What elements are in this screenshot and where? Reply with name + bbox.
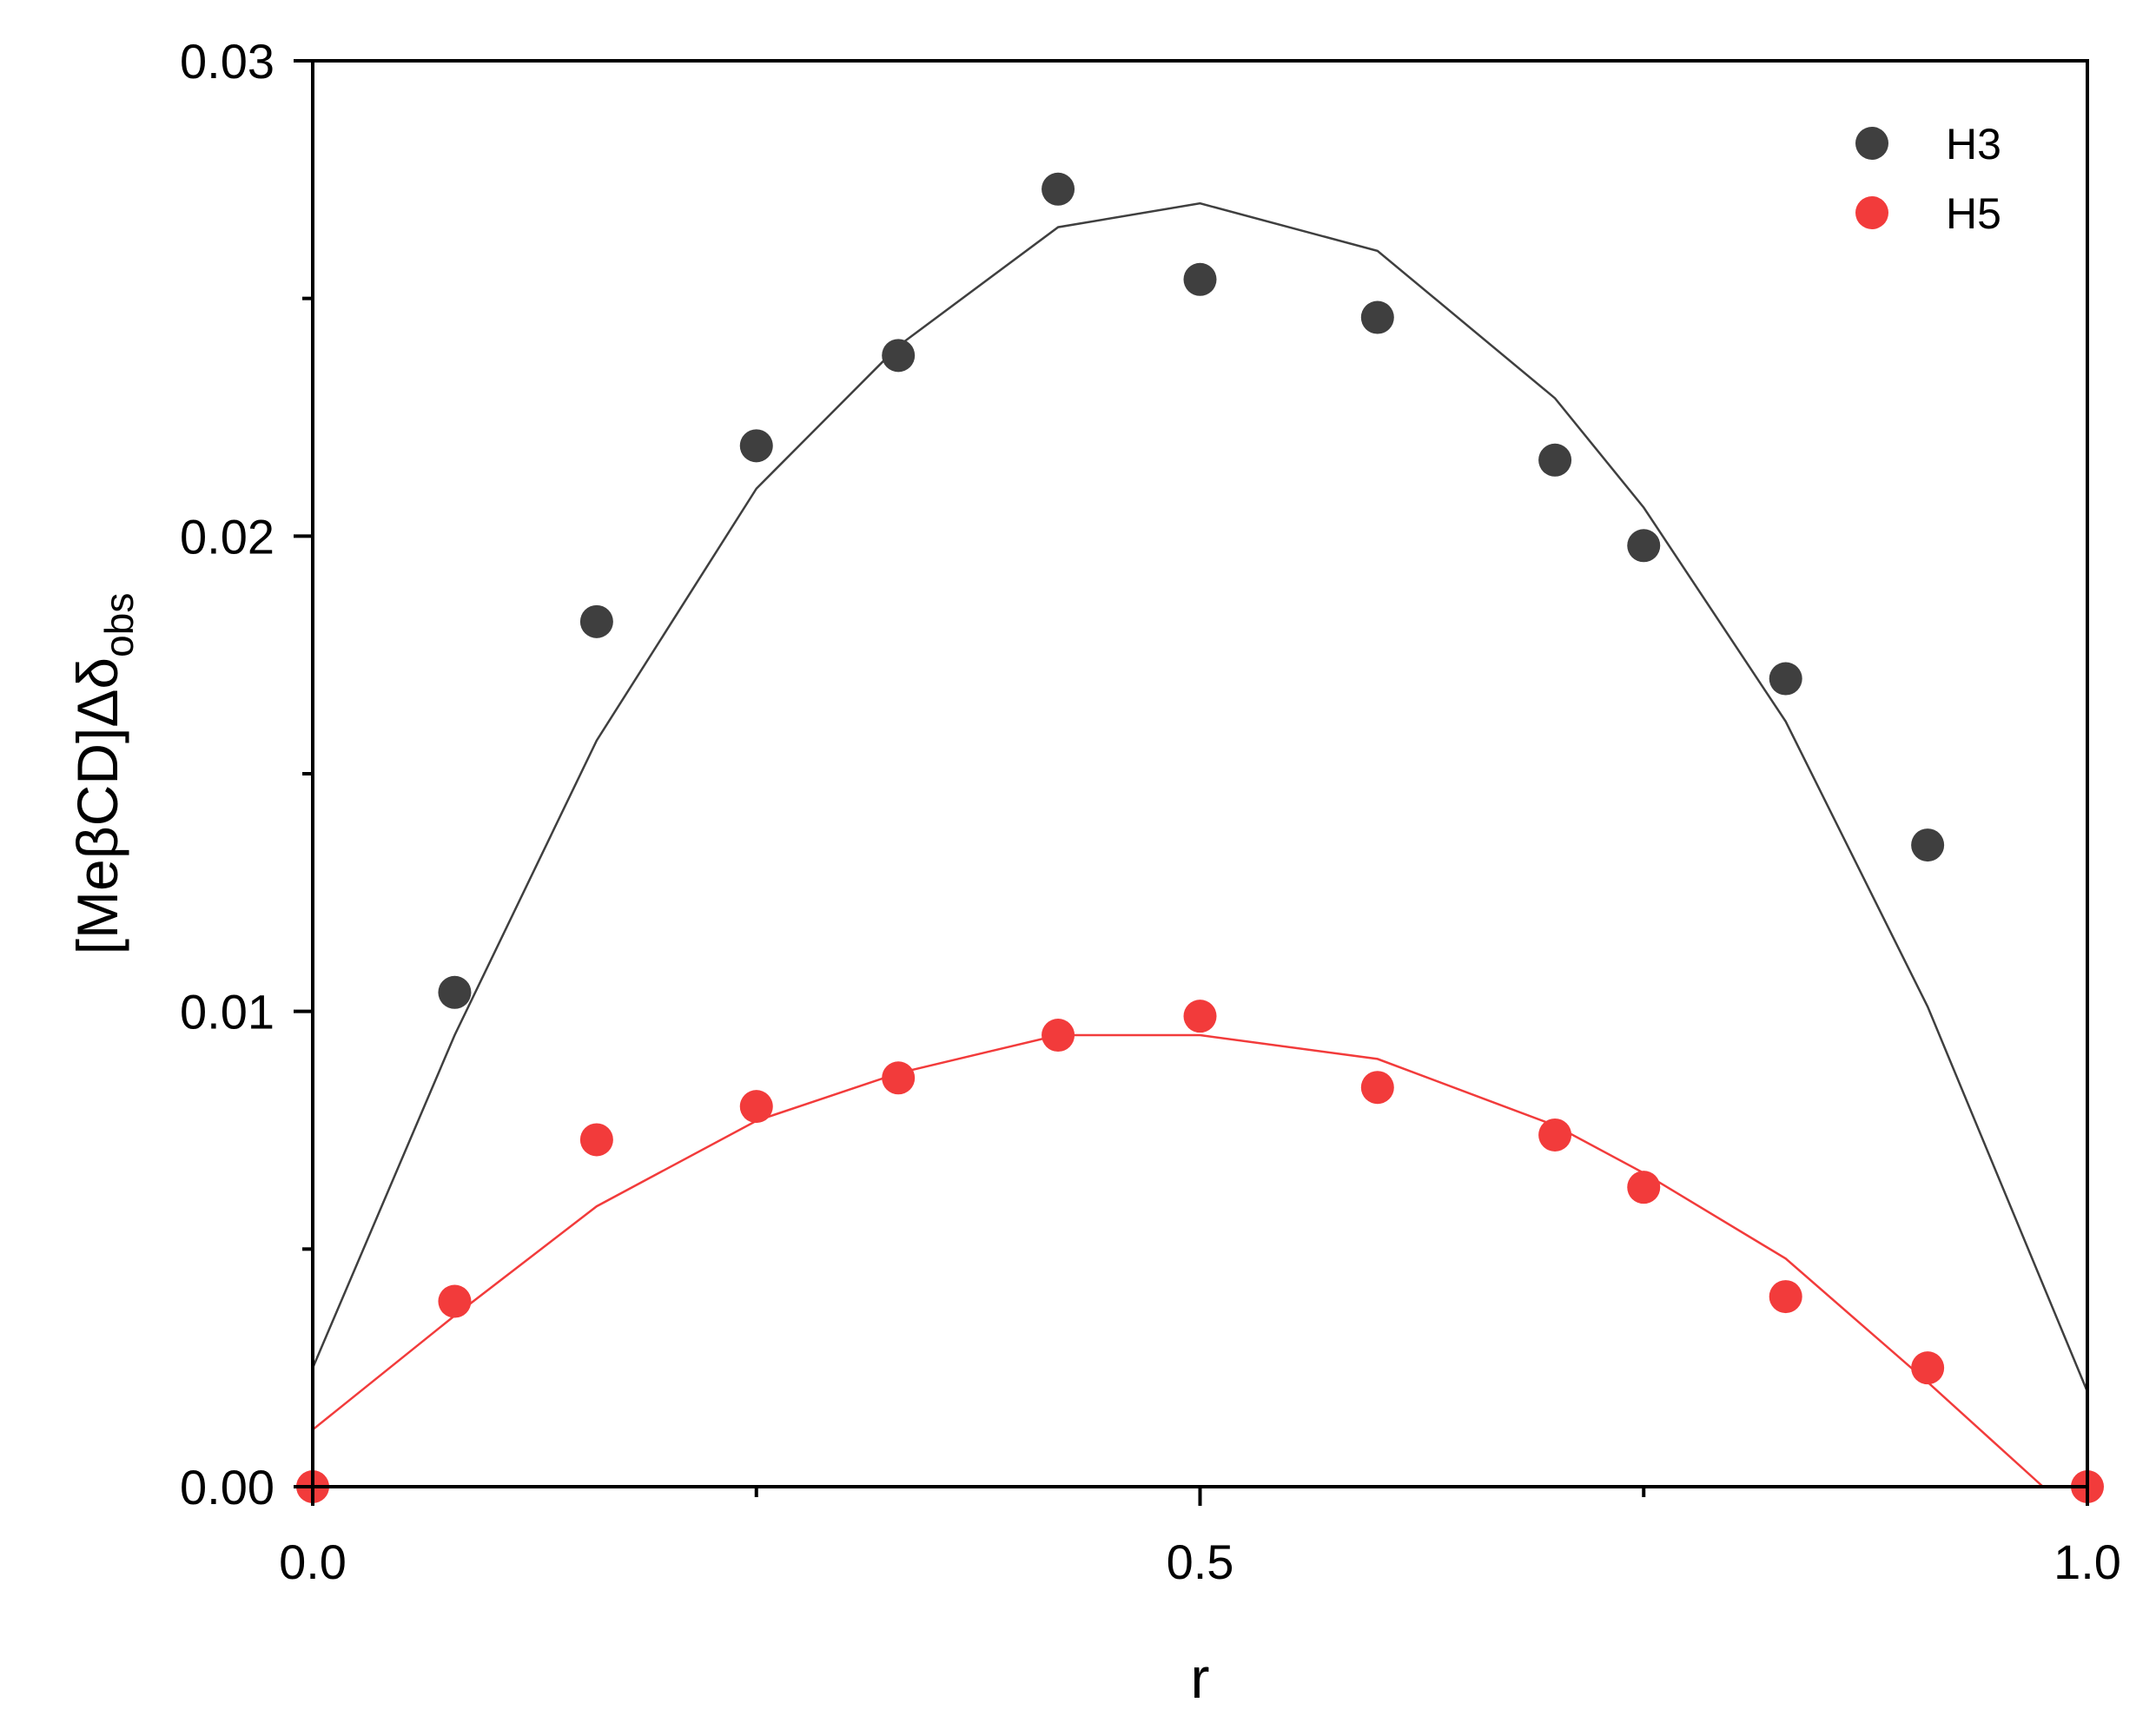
data-points bbox=[296, 172, 2104, 1503]
fit-line-h5 bbox=[312, 1033, 2044, 1488]
y-tick-label: 0.02 bbox=[180, 509, 274, 564]
data-point-h3 bbox=[1911, 828, 1945, 862]
legend-marker-h5 bbox=[1855, 196, 1888, 229]
data-point-h3 bbox=[1360, 300, 1394, 334]
data-point-h3 bbox=[739, 429, 773, 463]
y-axis-title-subscript: obs bbox=[96, 593, 142, 657]
data-point-h3 bbox=[1183, 262, 1217, 296]
data-point-h5 bbox=[1042, 1019, 1075, 1053]
legend-label-h3: H3 bbox=[1946, 120, 2001, 168]
data-point-h5 bbox=[438, 1284, 472, 1318]
fit-lines bbox=[311, 201, 2089, 1488]
data-point-h5 bbox=[1627, 1171, 1661, 1204]
y-axis-title: [MeβCD]Δδobs bbox=[65, 593, 142, 955]
data-point-h5 bbox=[1769, 1280, 1802, 1314]
data-point-h5 bbox=[579, 1123, 613, 1157]
y-tick-label: 0.03 bbox=[180, 34, 274, 89]
y-tick-label: 0.01 bbox=[180, 985, 274, 1039]
x-tick-label: 0.0 bbox=[279, 1534, 347, 1589]
data-point-h3 bbox=[1769, 662, 1802, 696]
data-point-h3 bbox=[1538, 443, 1572, 477]
legend-label-h5: H5 bbox=[1946, 189, 2001, 238]
y-axis-title-main: [MeβCD]Δδ bbox=[65, 657, 129, 954]
data-point-h3 bbox=[882, 339, 916, 373]
fit-line-h3 bbox=[311, 201, 2089, 1392]
data-point-h5 bbox=[739, 1090, 773, 1124]
data-point-h3 bbox=[438, 975, 472, 1009]
data-point-h3 bbox=[1627, 529, 1661, 563]
data-point-h3 bbox=[1042, 172, 1075, 206]
y-axis-ticks: 0.00 0.01 0.02 0.03 bbox=[180, 34, 313, 1515]
data-point-h3 bbox=[579, 604, 613, 638]
legend-marker-h3 bbox=[1855, 127, 1888, 160]
data-point-h5 bbox=[882, 1061, 916, 1095]
data-point-h5 bbox=[1183, 1000, 1217, 1033]
data-point-h5 bbox=[1911, 1351, 1945, 1385]
data-point-h5 bbox=[1538, 1118, 1572, 1152]
y-tick-label: 0.00 bbox=[180, 1460, 274, 1515]
x-tick-label: 0.5 bbox=[1167, 1534, 1234, 1589]
x-axis-ticks: 0.0 0.5 1.0 bbox=[279, 1487, 2121, 1589]
data-point-h5 bbox=[1360, 1071, 1394, 1105]
x-axis-title: r bbox=[1191, 1646, 1210, 1710]
x-tick-label: 1.0 bbox=[2053, 1534, 2121, 1589]
